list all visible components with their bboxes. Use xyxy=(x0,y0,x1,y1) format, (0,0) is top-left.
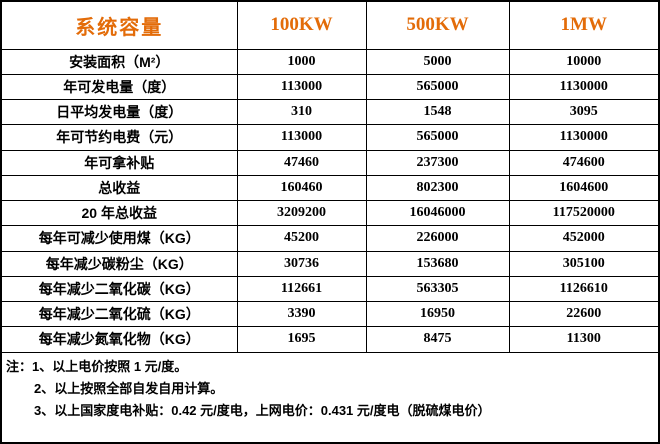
row-label: 总收益 xyxy=(0,174,238,202)
row-label: 年可拿补贴 xyxy=(0,149,238,176)
value-cell: 22600 xyxy=(508,300,660,328)
note-2: 2、以上按照全部自发自用计算。 xyxy=(34,380,224,396)
table-row: 总收益 160460 802300 1604600 xyxy=(0,174,660,202)
value-cell: 1126610 xyxy=(508,275,660,303)
header-row: 系统容量 100KW 500KW 1MW xyxy=(0,0,660,50)
value-cell: 1548 xyxy=(365,98,510,126)
note-3: 3、以上国家度电补贴：0.42 元/度电，上网电价：0.431 元/度电（脱硫煤… xyxy=(34,402,491,418)
value-cell: 112661 xyxy=(236,275,367,303)
value-cell: 237300 xyxy=(365,149,510,176)
row-label: 日平均发电量（度） xyxy=(0,98,238,126)
value-cell: 310 xyxy=(236,98,367,126)
table-row: 安装面积（M²） 1000 5000 10000 xyxy=(0,48,660,75)
value-cell: 565000 xyxy=(365,124,510,151)
value-cell: 153680 xyxy=(365,250,510,277)
value-cell: 45200 xyxy=(236,225,367,252)
column-header-500kw: 500KW xyxy=(365,0,510,50)
value-cell: 563305 xyxy=(365,275,510,303)
notes-cell: 注：1、以上电价按照 1 元/度。 2、以上按照全部自发自用计算。 3、以上国家… xyxy=(0,351,660,444)
value-cell: 305100 xyxy=(508,250,660,277)
row-label: 每年减少碳粉尘（KG） xyxy=(0,250,238,277)
value-cell: 117520000 xyxy=(508,199,660,227)
value-cell: 11300 xyxy=(508,326,660,353)
value-cell: 452000 xyxy=(508,225,660,252)
value-cell: 47460 xyxy=(236,149,367,176)
table-row: 年可节约电费（元） 113000 565000 1130000 xyxy=(0,124,660,151)
value-cell: 1000 xyxy=(236,48,367,75)
table-row: 每年可减少使用煤（KG） 45200 226000 452000 xyxy=(0,225,660,252)
row-label: 年可节约电费（元） xyxy=(0,124,238,151)
value-cell: 5000 xyxy=(365,48,510,75)
row-label: 每年可减少使用煤（KG） xyxy=(0,225,238,252)
table-row: 每年减少二氧化硫（KG） 3390 16950 22600 xyxy=(0,300,660,328)
table-row: 20 年总收益 3209200 16046000 117520000 xyxy=(0,199,660,227)
value-cell: 802300 xyxy=(365,174,510,202)
value-cell: 113000 xyxy=(236,73,367,101)
value-cell: 565000 xyxy=(365,73,510,101)
value-cell: 16046000 xyxy=(365,199,510,227)
value-cell: 1604600 xyxy=(508,174,660,202)
value-cell: 3390 xyxy=(236,300,367,328)
value-cell: 10000 xyxy=(508,48,660,75)
table-title: 系统容量 xyxy=(0,0,238,50)
value-cell: 1130000 xyxy=(508,73,660,101)
value-cell: 474600 xyxy=(508,149,660,176)
table-row: 日平均发电量（度） 310 1548 3095 xyxy=(0,98,660,126)
value-cell: 8475 xyxy=(365,326,510,353)
row-label: 每年减少氮氧化物（KG） xyxy=(0,326,238,353)
value-cell: 226000 xyxy=(365,225,510,252)
row-label: 每年减少二氧化硫（KG） xyxy=(0,300,238,328)
row-label: 年可发电量（度） xyxy=(0,73,238,101)
value-cell: 1130000 xyxy=(508,124,660,151)
note-1: 注：1、以上电价按照 1 元/度。 xyxy=(6,358,188,374)
table-row: 年可发电量（度） 113000 565000 1130000 xyxy=(0,73,660,101)
value-cell: 1695 xyxy=(236,326,367,353)
value-cell: 3209200 xyxy=(236,199,367,227)
table-row: 每年减少氮氧化物（KG） 1695 8475 11300 xyxy=(0,326,660,353)
value-cell: 30736 xyxy=(236,250,367,277)
row-label: 20 年总收益 xyxy=(0,199,238,227)
value-cell: 160460 xyxy=(236,174,367,202)
table-row: 年可拿补贴 47460 237300 474600 xyxy=(0,149,660,176)
column-header-1mw: 1MW xyxy=(508,0,660,50)
value-cell: 16950 xyxy=(365,300,510,328)
column-header-100kw: 100KW xyxy=(236,0,367,50)
row-label: 安装面积（M²） xyxy=(0,48,238,75)
table-row: 每年减少碳粉尘（KG） 30736 153680 305100 xyxy=(0,250,660,277)
table-row: 每年减少二氧化碳（KG） 112661 563305 1126610 xyxy=(0,275,660,303)
value-cell: 113000 xyxy=(236,124,367,151)
notes-row: 注：1、以上电价按照 1 元/度。 2、以上按照全部自发自用计算。 3、以上国家… xyxy=(0,351,660,444)
value-cell: 3095 xyxy=(508,98,660,126)
row-label: 每年减少二氧化碳（KG） xyxy=(0,275,238,303)
